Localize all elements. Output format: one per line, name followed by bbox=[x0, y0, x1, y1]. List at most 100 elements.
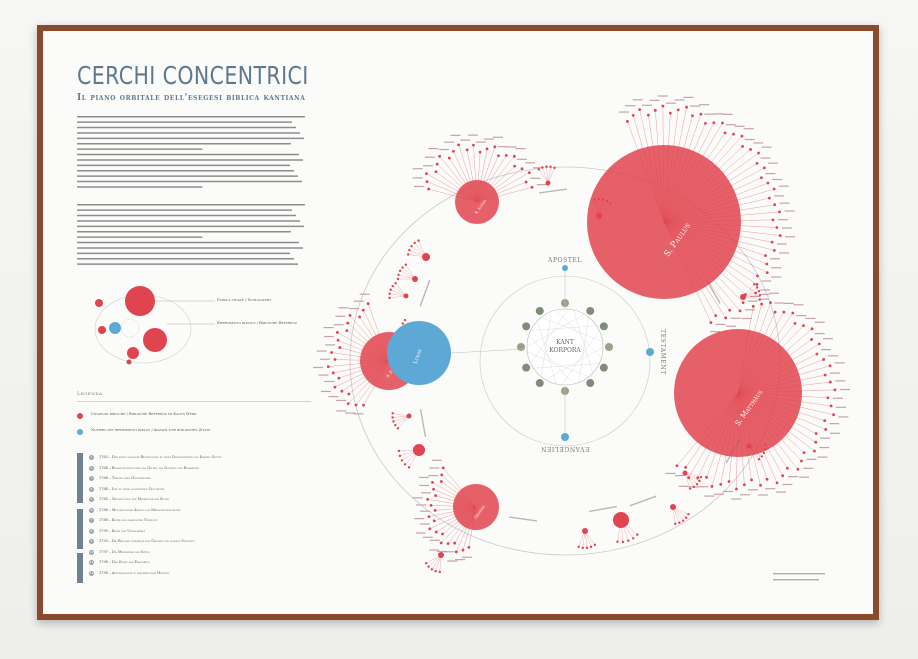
ray-label bbox=[699, 104, 710, 106]
ray-dot bbox=[765, 262, 769, 266]
ray-dot bbox=[815, 352, 819, 356]
node-testament bbox=[646, 348, 654, 356]
ray-label bbox=[722, 490, 733, 493]
core-chord bbox=[556, 309, 602, 359]
ray bbox=[392, 413, 410, 417]
ray-label bbox=[768, 162, 779, 164]
ray-dot bbox=[447, 156, 451, 160]
bubble-lukas-blue bbox=[387, 321, 451, 385]
text-line bbox=[77, 231, 291, 233]
core-node bbox=[599, 322, 608, 331]
ray-dot bbox=[337, 376, 341, 380]
ray-label bbox=[420, 510, 431, 512]
ray-dot bbox=[406, 253, 410, 256]
ray-dot bbox=[333, 385, 337, 389]
ray-label bbox=[336, 399, 347, 402]
timeline-item: 4 1784 – Idee zu einer allgemeinen Geschi… bbox=[89, 486, 309, 495]
ray-label bbox=[760, 157, 771, 159]
ray-dot bbox=[336, 338, 340, 342]
label-apostel: APOSTEL bbox=[547, 257, 582, 264]
ray-dot bbox=[425, 180, 429, 184]
ray-label bbox=[530, 177, 541, 179]
ray-dot bbox=[346, 402, 350, 406]
ray-label bbox=[316, 350, 327, 352]
ray-label bbox=[793, 304, 804, 306]
ray-label bbox=[335, 315, 346, 317]
ray-dot bbox=[810, 327, 814, 331]
ray-label bbox=[820, 349, 831, 351]
ray-dot bbox=[632, 537, 635, 540]
ray-dot bbox=[530, 185, 534, 189]
ray-dot bbox=[756, 274, 759, 278]
ray-dot bbox=[441, 532, 444, 536]
text-line bbox=[77, 170, 294, 172]
ray-dot bbox=[626, 120, 629, 123]
ray-dot bbox=[425, 172, 428, 176]
credits-lines bbox=[773, 573, 825, 581]
ray-label bbox=[774, 302, 785, 304]
ray-dot bbox=[757, 458, 761, 461]
ray-dot bbox=[417, 239, 420, 242]
ray-dot bbox=[753, 283, 756, 286]
ray-dot bbox=[749, 147, 752, 151]
text-line bbox=[77, 137, 304, 140]
ray-label bbox=[324, 380, 335, 383]
text-line bbox=[77, 247, 303, 249]
ray-dot bbox=[403, 463, 407, 466]
ray-label bbox=[758, 298, 769, 300]
timeline-number: 7 bbox=[89, 518, 94, 523]
ray-dot bbox=[772, 249, 776, 252]
text-line bbox=[77, 236, 203, 238]
ray-dot bbox=[695, 483, 699, 486]
ray-dot bbox=[589, 545, 593, 549]
ray-label bbox=[424, 156, 435, 158]
timeline-text: 1788 – Kritik der praktischen Vernunft bbox=[99, 518, 158, 522]
timeline-number: 8 bbox=[89, 528, 94, 534]
ray-label bbox=[318, 374, 329, 376]
core-node bbox=[599, 363, 608, 372]
inset-red-dot-3 bbox=[126, 359, 132, 365]
poster-subtitle: Il piano orbitale dell'esegesi biblica k… bbox=[77, 93, 306, 103]
orbit-label bbox=[419, 409, 427, 437]
text-line bbox=[77, 186, 203, 188]
ray-label bbox=[437, 550, 448, 553]
text-line bbox=[77, 263, 298, 265]
ray-dot bbox=[333, 358, 337, 361]
core-chord bbox=[561, 330, 600, 385]
ray-dot bbox=[407, 466, 411, 469]
ray-dot bbox=[773, 310, 777, 314]
satellite-bubble bbox=[438, 552, 444, 558]
ray-dot bbox=[435, 162, 439, 166]
satellite-rays bbox=[391, 412, 410, 430]
ray-dot bbox=[814, 432, 818, 435]
core-node bbox=[586, 306, 595, 315]
timeline-text: 1763 – Der einzig mögliche Beweisgrund z… bbox=[99, 455, 222, 459]
ray bbox=[389, 295, 407, 298]
core-chord bbox=[578, 317, 589, 383]
ray-label bbox=[665, 102, 676, 104]
ray bbox=[684, 472, 695, 487]
ray-label bbox=[422, 165, 433, 167]
timeline-item: 8 1790 – Kritik der Urteilskraft bbox=[89, 528, 309, 537]
ray-dot bbox=[549, 165, 552, 168]
ray-label bbox=[819, 446, 830, 449]
ray-dot bbox=[330, 351, 334, 354]
ray bbox=[547, 166, 551, 184]
ray-label bbox=[657, 95, 668, 97]
ray-dot bbox=[392, 420, 395, 423]
ray-dot bbox=[391, 416, 394, 419]
ray-label bbox=[320, 390, 331, 393]
timeline-text: 1793 – Die Religion innerhalb der Grenze… bbox=[99, 539, 195, 543]
ray-dot bbox=[755, 283, 759, 286]
ray-label bbox=[349, 307, 360, 310]
ray-dot bbox=[767, 196, 771, 200]
ray-dot bbox=[577, 545, 580, 548]
ray-label bbox=[770, 258, 781, 260]
ray-dot bbox=[760, 302, 764, 306]
ray-dot bbox=[427, 515, 431, 519]
text-line bbox=[77, 220, 300, 222]
timeline-item: 6 1786 – Mutmaßlicher Anfang der Menschen… bbox=[89, 507, 309, 516]
ray-label bbox=[431, 459, 442, 461]
ray-dot bbox=[621, 540, 625, 544]
